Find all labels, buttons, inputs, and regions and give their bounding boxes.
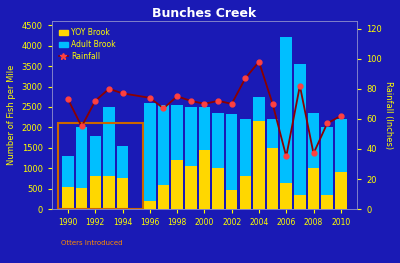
Rainfall <box>256 60 261 63</box>
Bar <box>199 107 210 150</box>
Bar <box>62 187 74 209</box>
Bar <box>294 195 306 209</box>
Rainfall <box>202 102 207 105</box>
Rainfall <box>148 96 152 99</box>
Bar <box>103 176 115 209</box>
Rainfall <box>243 77 248 80</box>
Bar <box>335 172 346 209</box>
Bar <box>199 150 210 209</box>
Bar <box>144 201 156 209</box>
Bar <box>103 107 115 176</box>
Bar <box>226 114 238 190</box>
Rainfall <box>188 99 193 102</box>
Rainfall <box>216 99 220 102</box>
Bar <box>226 190 238 209</box>
Bar <box>90 135 101 176</box>
Bar <box>267 148 278 209</box>
Rainfall <box>298 84 302 87</box>
Bar <box>62 156 74 187</box>
Bar <box>240 119 251 176</box>
Bar <box>240 176 251 209</box>
Bar <box>253 121 265 209</box>
Bar <box>308 168 319 209</box>
Rainfall <box>325 122 330 125</box>
Bar <box>280 37 292 183</box>
Rainfall <box>229 102 234 105</box>
Bar <box>294 64 306 195</box>
Bar <box>335 119 346 172</box>
Rainfall <box>270 102 275 105</box>
Rainfall <box>93 99 98 102</box>
Bar <box>253 97 265 121</box>
Bar <box>212 113 224 168</box>
Bar <box>185 166 196 209</box>
Line: Rainfall: Rainfall <box>66 59 343 159</box>
Bar <box>171 105 183 160</box>
Rainfall <box>120 92 125 95</box>
Legend: YOY Brook, Adult Brook, Rainfall: YOY Brook, Adult Brook, Rainfall <box>56 25 118 64</box>
Y-axis label: Number of Fish per Mile: Number of Fish per Mile <box>7 65 16 165</box>
Bar <box>76 188 88 209</box>
Rainfall <box>284 155 289 158</box>
Rainfall <box>175 95 180 98</box>
Bar <box>308 113 319 168</box>
Text: Otters Introduced: Otters Introduced <box>61 240 123 246</box>
Rainfall <box>338 114 343 118</box>
Bar <box>90 176 101 209</box>
Bar <box>117 179 128 209</box>
Bar <box>321 195 333 209</box>
Bar <box>185 107 196 166</box>
Bar <box>171 160 183 209</box>
Bar <box>144 103 156 201</box>
Y-axis label: Rainfall (Inches): Rainfall (Inches) <box>384 81 393 149</box>
Bar <box>321 127 333 195</box>
Bar <box>280 183 292 209</box>
Title: Bunches Creek: Bunches Creek <box>152 7 256 20</box>
Rainfall <box>311 152 316 155</box>
Bar <box>117 146 128 179</box>
Bar <box>158 105 169 185</box>
Rainfall <box>161 107 166 110</box>
Rainfall <box>66 98 70 101</box>
Bar <box>158 185 169 209</box>
Rainfall <box>106 87 111 90</box>
Bar <box>76 127 88 188</box>
Bar <box>267 119 278 148</box>
Rainfall <box>79 125 84 128</box>
Bar <box>212 168 224 209</box>
Bar <box>58 123 143 209</box>
